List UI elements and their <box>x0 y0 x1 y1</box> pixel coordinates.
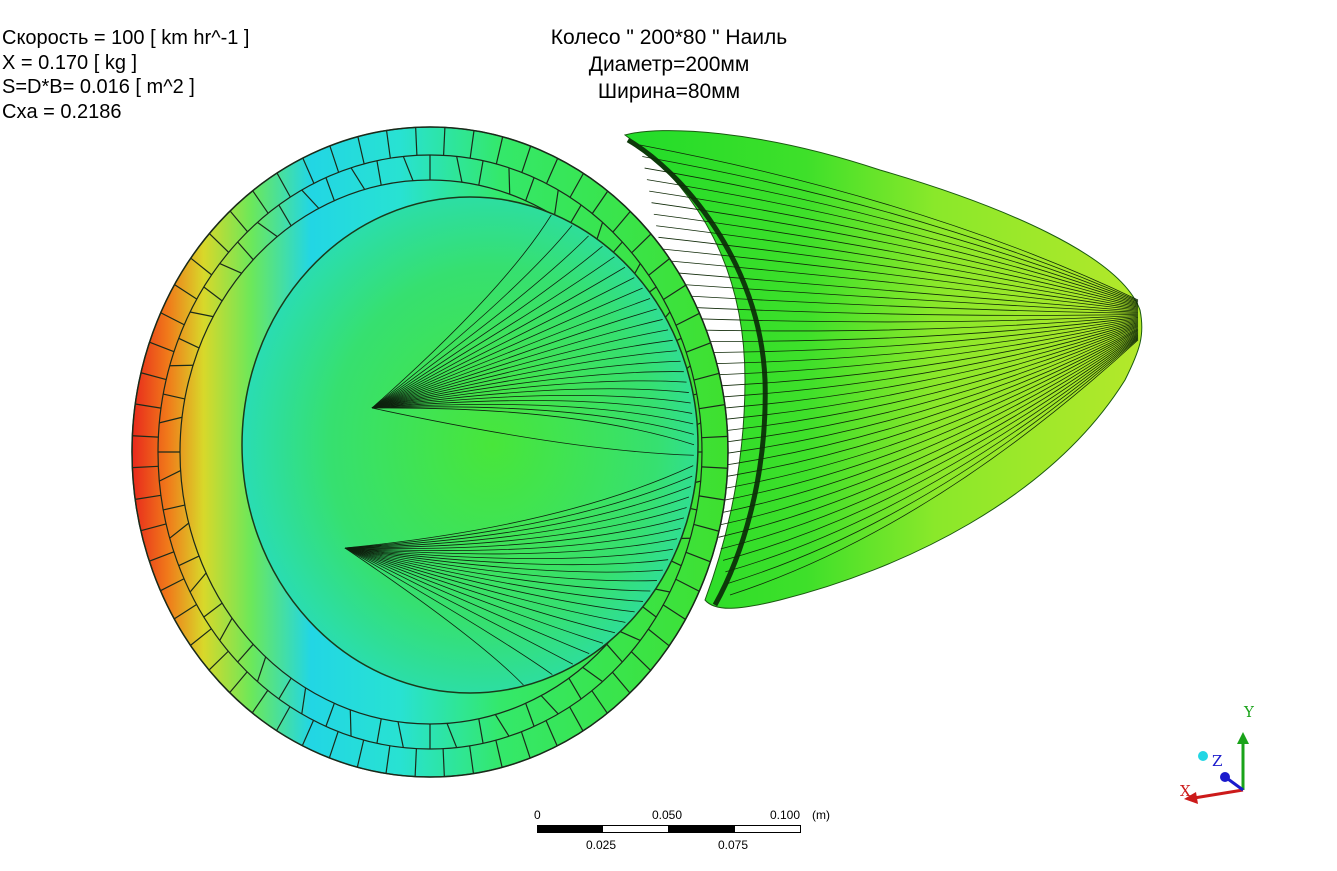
axis-x-label: X <box>1180 782 1191 800</box>
drag-coefficient-readout: Cxa = 0.2186 <box>2 100 122 123</box>
reference-area-readout: S=D*B= 0.016 [ m^2 ] <box>2 76 195 98</box>
title-wheel-name: Колесо " 200*80 " Наиль <box>550 26 788 49</box>
title-diameter: Диаметр=200мм <box>588 53 750 76</box>
scale-segment-2 <box>602 825 669 833</box>
scale-segment-3 <box>668 825 735 833</box>
tail-fairing-surface <box>623 130 1143 609</box>
scale-segment-1 <box>537 825 603 833</box>
axis-y-label: Y <box>1244 703 1254 721</box>
drag-force-readout: X = 0.170 [ kg ] <box>2 51 138 74</box>
scale-segment-4 <box>734 825 801 833</box>
scale-label-0: 0 <box>534 808 541 822</box>
scale-label-025: 0.025 <box>586 838 617 852</box>
simulation-info-panel: Скорость = 100 [ km hr^-1 ] X = 0.170 [ … <box>2 26 249 124</box>
axis-triad: Y Z X <box>1170 700 1270 810</box>
wheel-tire-surface <box>131 126 729 778</box>
axis-triad-icon <box>1184 732 1249 804</box>
title-width: Ширина=80мм <box>597 80 741 103</box>
scale-label-100: 0.100 <box>770 808 801 822</box>
scale-bar: 0 0.050 0.100 (m) 0.025 0.075 <box>534 806 837 856</box>
viewport-title: Колесо " 200*80 " Наиль Диаметр=200мм Ши… <box>469 24 869 105</box>
speed-readout: Скорость = 100 [ km hr^-1 ] <box>2 27 250 49</box>
scale-label-075: 0.075 <box>718 838 749 852</box>
axis-z-label: Z <box>1212 752 1223 770</box>
scale-label-050: 0.050 <box>652 808 683 822</box>
scale-unit: (m) <box>812 808 830 822</box>
